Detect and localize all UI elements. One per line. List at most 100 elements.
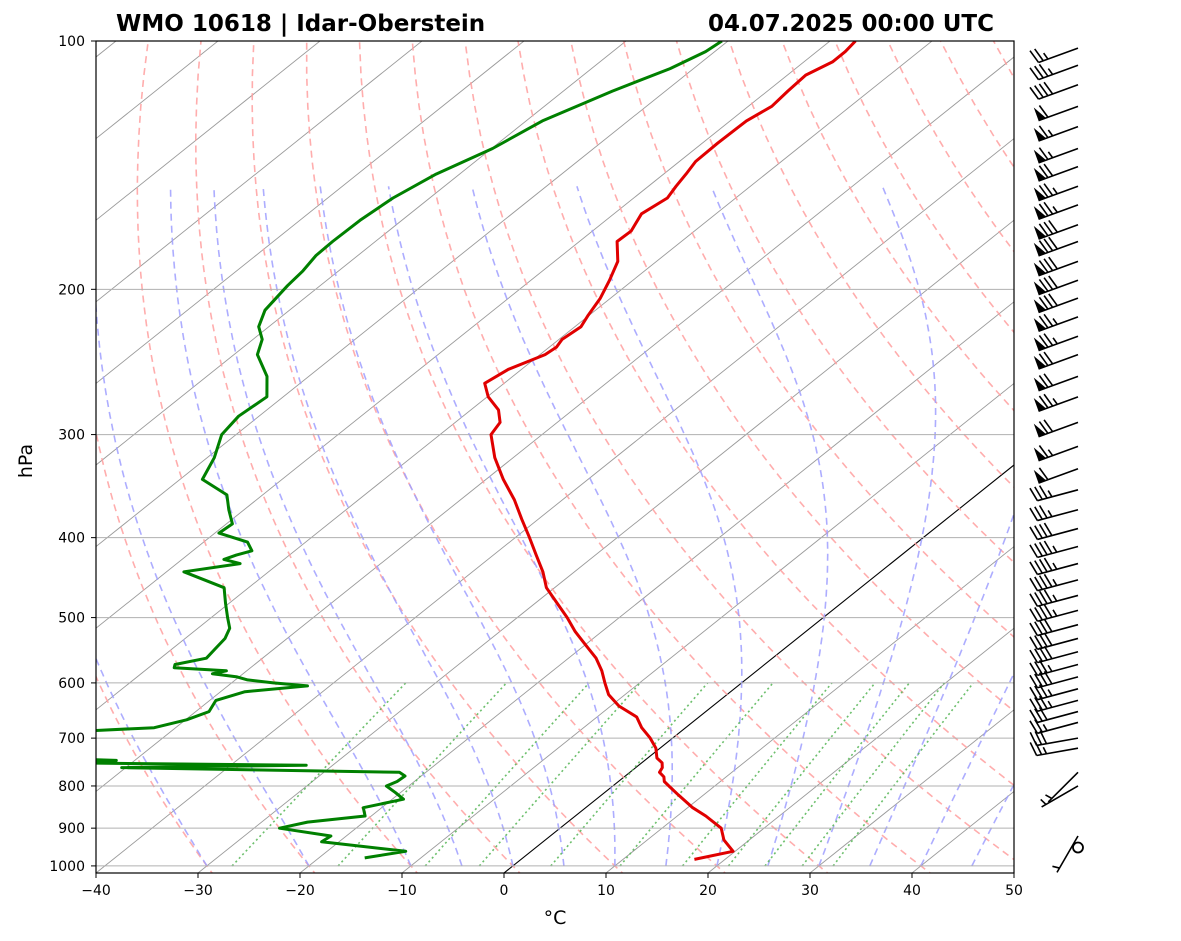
barb-half-flag xyxy=(1052,187,1058,195)
barb-flag xyxy=(1034,65,1044,79)
zero-isotherm xyxy=(503,464,1014,873)
x-tick-label: −10 xyxy=(387,883,417,899)
barb-shaft xyxy=(1038,396,1079,412)
barb-shaft xyxy=(1037,508,1079,522)
barb-shaft xyxy=(1038,353,1079,370)
barb-flag xyxy=(1038,240,1049,253)
barb-flag xyxy=(1029,649,1039,664)
barb-flag xyxy=(1034,85,1044,98)
barb-flag xyxy=(1038,575,1048,589)
barb-half-flag xyxy=(1047,700,1053,708)
moist-adiabat xyxy=(96,294,310,867)
barb-shaft xyxy=(1037,721,1079,735)
barb-half-flag xyxy=(1052,318,1058,325)
wind-barb xyxy=(1033,467,1079,484)
barb-flag xyxy=(1048,275,1058,289)
isotherm xyxy=(96,41,525,384)
moist-adiabat xyxy=(869,511,1014,867)
barb-pennant xyxy=(1033,398,1047,412)
wind-barb xyxy=(1029,522,1079,541)
barb-flag xyxy=(1034,607,1043,621)
wind-barb xyxy=(1029,540,1079,559)
wind-barb xyxy=(1033,236,1079,257)
barb-flag xyxy=(1029,636,1039,650)
wind-barb xyxy=(1033,201,1079,220)
wind-barb xyxy=(1033,419,1079,438)
barb-pennant xyxy=(1033,281,1047,295)
barb-shaft xyxy=(1037,663,1079,677)
wind-barb xyxy=(1033,105,1079,122)
calm-circle xyxy=(1072,841,1084,854)
barb-flag xyxy=(1038,558,1048,573)
barb-flag xyxy=(1038,296,1049,310)
barb-pennant xyxy=(1033,299,1047,313)
plot-frame xyxy=(95,40,1015,874)
y-tick-label: 500 xyxy=(58,611,85,627)
wind-barb xyxy=(1029,485,1079,502)
barb-flag xyxy=(1038,706,1048,721)
barb-flag xyxy=(1038,633,1048,648)
barb-half-flag xyxy=(1052,865,1060,869)
barb-flag xyxy=(1029,561,1039,575)
barb-flag xyxy=(1029,674,1039,689)
barb-pennant xyxy=(1033,149,1047,163)
barb-shaft xyxy=(1038,147,1079,164)
barb-flag xyxy=(1038,647,1048,661)
barb-flag xyxy=(1038,353,1049,367)
wind-barb xyxy=(1029,618,1079,637)
dry-adiabat xyxy=(570,41,1014,713)
barb-flag xyxy=(1038,395,1049,409)
x-tick-label: 20 xyxy=(699,883,717,899)
barb-flag xyxy=(1043,632,1053,646)
barb-shaft xyxy=(1038,260,1079,277)
barb-shaft xyxy=(1037,579,1079,592)
mixing-ratio-line xyxy=(764,682,911,867)
barb-shaft xyxy=(1056,835,1079,873)
wind-barb xyxy=(1072,841,1084,854)
barb-half-flag xyxy=(1042,724,1048,732)
moist-adiabat xyxy=(818,185,937,867)
barb-flag xyxy=(1038,620,1048,634)
barb-half-flag xyxy=(1042,746,1048,755)
barb-half-flag xyxy=(1047,664,1053,672)
barb-flag xyxy=(1043,313,1054,327)
isotherm xyxy=(197,219,1014,873)
barb-half-flag xyxy=(1052,337,1058,345)
y-tick-label: 400 xyxy=(58,531,85,547)
isotherm xyxy=(96,41,627,466)
barb-shaft xyxy=(1037,545,1079,559)
isotherm xyxy=(707,627,1014,873)
barb-flag xyxy=(1043,540,1053,554)
barb-flag xyxy=(1034,543,1043,557)
barb-flag xyxy=(1043,295,1054,308)
barb-flag xyxy=(1034,731,1043,745)
dry-adiabat xyxy=(96,674,214,873)
moist-adiabat xyxy=(96,656,208,867)
barb-flag xyxy=(1038,590,1048,605)
wind-barb xyxy=(1029,632,1079,651)
wind-barb xyxy=(1029,604,1079,622)
barb-half-flag xyxy=(1047,689,1053,697)
barb-flag xyxy=(1034,648,1043,662)
mixing-ratio-line xyxy=(681,682,833,867)
dry-adiabat xyxy=(1046,41,1181,877)
y-tick-label: 200 xyxy=(58,282,85,298)
barb-shaft xyxy=(1036,747,1079,757)
barb-flag xyxy=(1038,165,1049,179)
barb-flag xyxy=(1034,661,1043,675)
barb-flag xyxy=(1043,645,1053,660)
barb-flag xyxy=(1038,260,1049,273)
barb-shaft xyxy=(1038,375,1079,392)
barb-shaft xyxy=(1038,204,1079,220)
isotherm xyxy=(809,709,1014,873)
barb-flag xyxy=(1038,125,1049,139)
temperature-profile xyxy=(483,41,857,861)
barb-pennant xyxy=(1033,107,1047,121)
isotherm xyxy=(96,56,1014,792)
dry-adiabat xyxy=(305,41,727,873)
barb-pennant xyxy=(1033,423,1047,437)
mixing-ratio-line xyxy=(727,682,876,867)
x-tick-label: 10 xyxy=(597,883,615,899)
barb-shaft xyxy=(1038,47,1079,64)
y-tick-label: 900 xyxy=(58,821,85,837)
